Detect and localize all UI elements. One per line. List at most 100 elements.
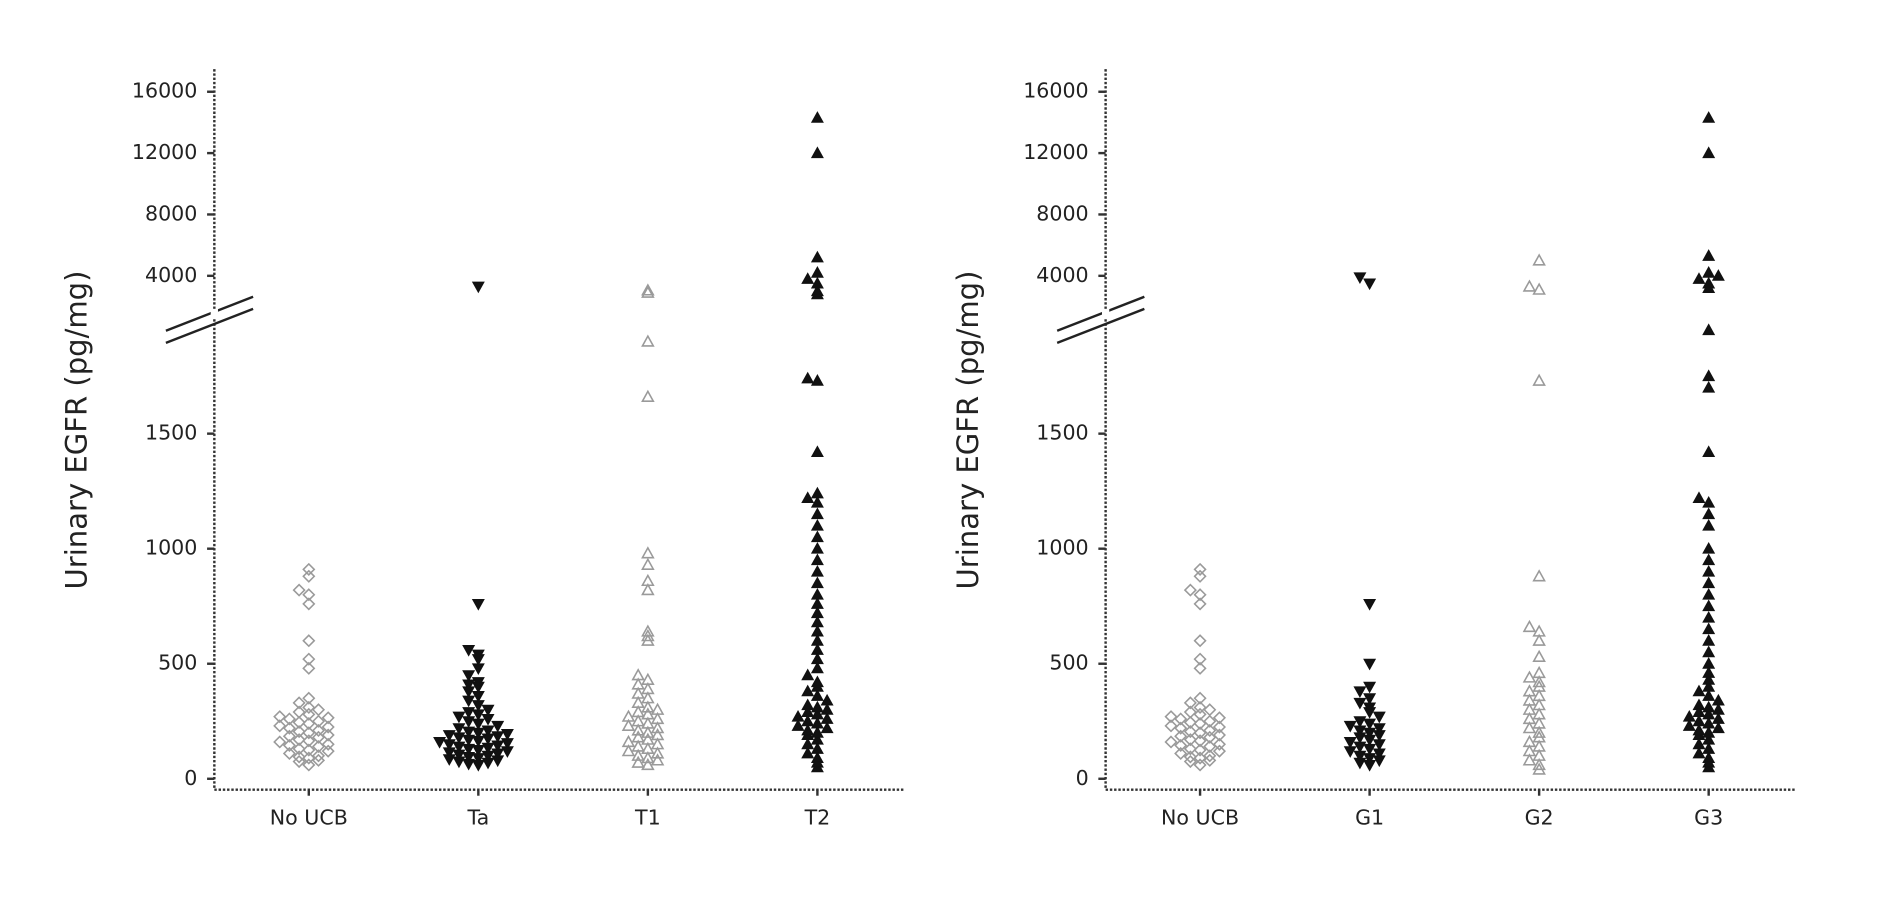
x-tick-label: T1 xyxy=(634,806,661,830)
data-point xyxy=(313,704,324,715)
y-tick-label: 16000 xyxy=(132,79,197,103)
data-point xyxy=(812,509,823,519)
data-point xyxy=(1364,659,1375,669)
data-point xyxy=(1364,600,1375,610)
y-tick-label: 0 xyxy=(1076,766,1089,790)
data-point xyxy=(1703,635,1714,645)
data-point xyxy=(1703,601,1714,611)
data-point xyxy=(812,663,823,673)
data-point xyxy=(473,282,484,292)
data-point xyxy=(1703,382,1714,392)
y-tick-label: 12000 xyxy=(1023,140,1088,164)
data-point xyxy=(303,635,314,646)
data-point xyxy=(1534,284,1545,294)
data-point xyxy=(1703,250,1714,260)
y-tick-label: 16000 xyxy=(1023,79,1088,103)
data-point xyxy=(1534,635,1545,645)
data-point xyxy=(1703,658,1714,668)
data-point xyxy=(802,373,813,383)
data-point xyxy=(1214,746,1225,757)
data-point xyxy=(1703,702,1714,712)
data-point xyxy=(1703,325,1714,335)
data-point xyxy=(1694,273,1705,283)
data-point xyxy=(1364,279,1375,289)
y-tick-label: 500 xyxy=(1049,651,1088,675)
x-tick-label: G3 xyxy=(1694,806,1723,830)
y-tick-label: 500 xyxy=(158,651,197,675)
data-point xyxy=(303,564,314,575)
data-point xyxy=(1703,555,1714,565)
data-point xyxy=(1703,647,1714,657)
data-point xyxy=(812,654,823,664)
data-point xyxy=(1703,371,1714,381)
y-tick-label: 1000 xyxy=(1036,536,1088,560)
data-point xyxy=(812,566,823,576)
data-point xyxy=(1354,687,1365,697)
data-point xyxy=(1703,148,1714,158)
y-tick-label: 1500 xyxy=(145,421,197,445)
data-point xyxy=(812,677,823,687)
data-point xyxy=(1703,612,1714,622)
data-point xyxy=(642,559,653,569)
data-point xyxy=(812,267,823,277)
data-point xyxy=(1703,447,1714,457)
data-point xyxy=(1703,566,1714,576)
data-point xyxy=(1703,667,1714,677)
y-tick-label: 12000 xyxy=(132,140,197,164)
y-tick-label: 8000 xyxy=(145,201,197,225)
data-point xyxy=(812,488,823,498)
axis-break-gap xyxy=(211,309,218,319)
data-point xyxy=(642,585,653,595)
data-point xyxy=(1195,635,1206,646)
data-point xyxy=(1703,589,1714,599)
data-point xyxy=(1374,712,1385,722)
data-point xyxy=(1703,543,1714,553)
data-point xyxy=(812,608,823,618)
data-point xyxy=(323,746,334,757)
data-point xyxy=(1534,255,1545,265)
y-tick-label: 0 xyxy=(184,766,197,790)
data-point xyxy=(812,617,823,627)
data-point xyxy=(812,252,823,262)
data-point xyxy=(812,644,823,654)
data-point xyxy=(294,585,305,596)
data-point xyxy=(822,704,833,714)
y-tick-label: 1000 xyxy=(145,536,197,560)
data-point xyxy=(802,700,813,710)
x-tick-label: G1 xyxy=(1355,806,1384,830)
axis-break-gap xyxy=(1102,309,1109,319)
data-point xyxy=(802,273,813,283)
data-point xyxy=(1195,564,1206,575)
x-tick-label: No UCB xyxy=(270,806,348,830)
data-point xyxy=(802,670,813,680)
y-tick-label: 4000 xyxy=(1036,263,1088,287)
data-point xyxy=(502,730,513,740)
y-axis-title: Urinary EGFR (pg/mg) xyxy=(60,271,94,590)
data-point xyxy=(812,520,823,530)
data-point xyxy=(454,724,465,734)
data-point xyxy=(812,555,823,565)
x-tick-label: G2 xyxy=(1525,806,1554,830)
data-point xyxy=(812,702,823,712)
data-point xyxy=(812,598,823,608)
data-point xyxy=(1703,578,1714,588)
data-point xyxy=(1204,704,1215,715)
x-tick-label: No UCB xyxy=(1161,806,1239,830)
data-point xyxy=(1713,704,1724,714)
data-point xyxy=(812,578,823,588)
data-point xyxy=(1534,571,1545,581)
data-point xyxy=(1713,270,1724,280)
data-point xyxy=(1703,112,1714,122)
y-tick-label: 8000 xyxy=(1036,201,1088,225)
data-point xyxy=(492,732,503,742)
data-point xyxy=(642,548,653,558)
figure: Urinary EGFR (pg/mg) 0 500 1000 1500 4000 8000… xyxy=(0,0,1877,923)
data-point xyxy=(1524,281,1535,291)
data-point xyxy=(812,532,823,542)
data-point xyxy=(812,543,823,553)
data-point xyxy=(434,738,445,748)
page: Urinary EGFR (pg/mg) 0 500 1000 1500 4000 8000… xyxy=(0,0,1877,923)
data-point xyxy=(812,148,823,158)
data-point xyxy=(812,635,823,645)
data-point xyxy=(1524,621,1535,631)
